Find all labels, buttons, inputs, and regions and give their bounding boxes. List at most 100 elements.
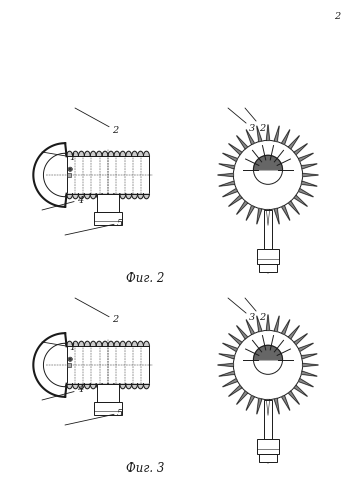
Polygon shape — [72, 384, 78, 389]
Polygon shape — [67, 194, 72, 199]
Text: 2: 2 — [75, 298, 118, 324]
Polygon shape — [223, 343, 238, 351]
Polygon shape — [90, 151, 96, 156]
Bar — [259, 454, 277, 462]
Polygon shape — [138, 384, 143, 389]
Polygon shape — [108, 341, 114, 346]
Polygon shape — [257, 398, 262, 414]
Text: 2: 2 — [245, 108, 265, 133]
Polygon shape — [294, 195, 307, 207]
Polygon shape — [126, 384, 132, 389]
Polygon shape — [298, 153, 313, 162]
Polygon shape — [219, 354, 235, 359]
Polygon shape — [294, 144, 307, 155]
Polygon shape — [246, 395, 255, 410]
Text: 4: 4 — [42, 196, 83, 210]
Polygon shape — [143, 384, 149, 389]
Polygon shape — [102, 194, 108, 199]
Text: 3: 3 — [228, 108, 255, 133]
Bar — [264, 210, 271, 249]
Polygon shape — [219, 164, 235, 169]
Polygon shape — [303, 363, 318, 367]
Polygon shape — [84, 194, 90, 199]
Polygon shape — [301, 164, 317, 169]
Bar — [97, 194, 119, 212]
Polygon shape — [78, 151, 84, 156]
Polygon shape — [67, 341, 72, 346]
Polygon shape — [298, 379, 313, 387]
Bar — [257, 439, 279, 454]
Polygon shape — [126, 341, 132, 346]
Polygon shape — [223, 153, 238, 162]
Polygon shape — [282, 319, 290, 334]
Polygon shape — [138, 151, 143, 156]
Text: 5: 5 — [65, 409, 123, 425]
Polygon shape — [96, 194, 102, 199]
Polygon shape — [78, 384, 84, 389]
Text: 1: 1 — [42, 152, 75, 162]
Bar — [67, 363, 71, 367]
Polygon shape — [229, 333, 242, 345]
Text: 2: 2 — [334, 12, 340, 21]
Polygon shape — [72, 341, 78, 346]
Polygon shape — [253, 155, 282, 170]
Polygon shape — [217, 173, 233, 177]
Polygon shape — [90, 194, 96, 199]
Text: 5: 5 — [65, 219, 123, 235]
Text: Фиг. 2: Фиг. 2 — [126, 271, 164, 284]
Polygon shape — [67, 151, 72, 156]
Circle shape — [233, 140, 303, 210]
Polygon shape — [78, 194, 84, 199]
Polygon shape — [257, 209, 262, 224]
Circle shape — [68, 167, 72, 171]
Polygon shape — [120, 341, 126, 346]
Polygon shape — [108, 194, 114, 199]
Polygon shape — [108, 151, 114, 156]
Polygon shape — [298, 343, 313, 351]
Polygon shape — [229, 195, 242, 207]
Polygon shape — [143, 151, 149, 156]
Polygon shape — [267, 400, 270, 415]
Bar — [94, 402, 122, 415]
Polygon shape — [257, 126, 262, 142]
Polygon shape — [223, 379, 238, 387]
Polygon shape — [288, 391, 299, 404]
Polygon shape — [114, 384, 120, 389]
Polygon shape — [237, 391, 248, 404]
Polygon shape — [267, 314, 270, 330]
Text: Фиг. 3: Фиг. 3 — [126, 462, 164, 475]
Polygon shape — [298, 189, 313, 197]
Polygon shape — [274, 126, 279, 142]
Polygon shape — [72, 194, 78, 199]
Text: 3: 3 — [228, 298, 255, 322]
Polygon shape — [126, 194, 132, 199]
Polygon shape — [90, 341, 96, 346]
Polygon shape — [229, 144, 242, 155]
Polygon shape — [246, 130, 255, 145]
Polygon shape — [274, 398, 279, 414]
Polygon shape — [84, 341, 90, 346]
Polygon shape — [143, 194, 149, 199]
Polygon shape — [223, 189, 238, 197]
Polygon shape — [237, 325, 248, 339]
Polygon shape — [138, 341, 143, 346]
Text: 2: 2 — [245, 298, 265, 322]
Polygon shape — [120, 151, 126, 156]
Polygon shape — [132, 341, 138, 346]
Polygon shape — [90, 384, 96, 389]
Polygon shape — [288, 136, 299, 149]
Polygon shape — [114, 341, 120, 346]
Polygon shape — [96, 384, 102, 389]
Polygon shape — [120, 384, 126, 389]
Polygon shape — [219, 181, 235, 186]
Polygon shape — [282, 130, 290, 145]
Polygon shape — [237, 136, 248, 149]
Polygon shape — [303, 173, 318, 177]
Polygon shape — [84, 384, 90, 389]
Polygon shape — [282, 395, 290, 410]
Polygon shape — [229, 385, 242, 396]
Bar — [259, 263, 277, 272]
Bar — [94, 212, 122, 225]
Polygon shape — [120, 194, 126, 199]
Polygon shape — [288, 325, 299, 339]
